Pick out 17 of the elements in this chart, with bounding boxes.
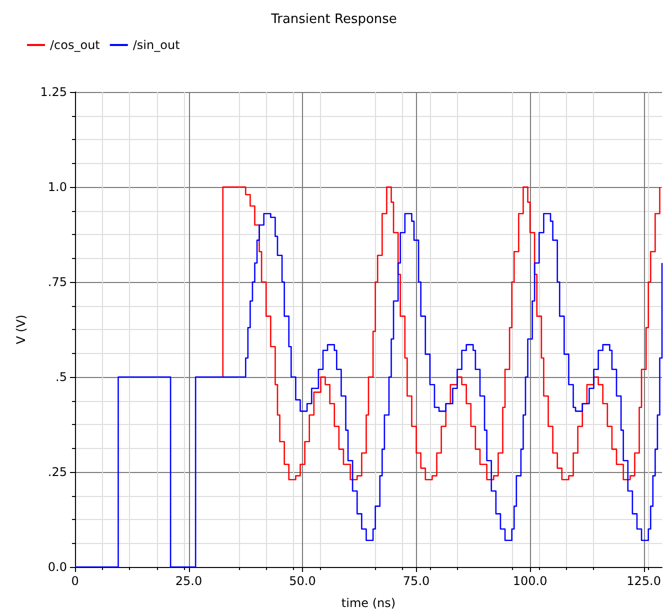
x-tick-label: 50.0 — [289, 574, 316, 588]
x-tick-label: 25.0 — [175, 574, 202, 588]
x-tick-label: 0 — [71, 574, 79, 588]
y-tick-label: .25 — [48, 465, 67, 479]
y-tick-label: 0.0 — [48, 560, 67, 574]
legend-label: /sin_out — [132, 38, 180, 52]
x-tick-label: 125.0 — [626, 574, 661, 588]
y-tick-label: .75 — [48, 275, 67, 289]
x-tick-label: 100.0 — [512, 574, 548, 588]
x-tick-label: 75.0 — [402, 574, 430, 588]
y-tick-label: 1.25 — [40, 85, 67, 99]
y-axis-title: V (V) — [14, 314, 28, 344]
chart-title: Transient Response — [270, 12, 397, 27]
y-tick-label: .5 — [56, 370, 67, 384]
x-axis-title: time (ns) — [341, 596, 396, 610]
y-tick-label: 1.0 — [48, 180, 67, 194]
legend-label: /cos_out — [50, 38, 100, 52]
